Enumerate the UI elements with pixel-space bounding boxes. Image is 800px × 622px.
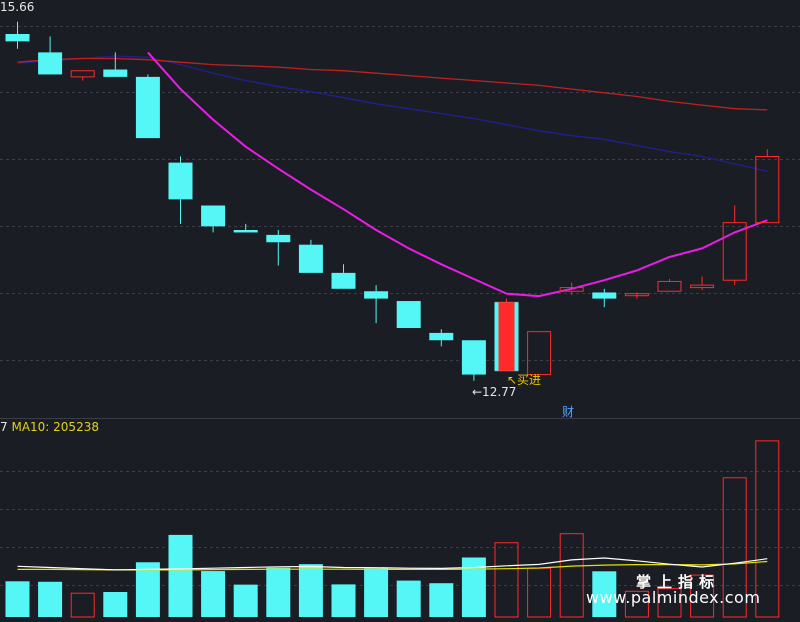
ma-short-line <box>147 51 768 298</box>
ma-long-line <box>17 55 768 172</box>
candle-5 <box>168 156 193 224</box>
candle-body-7 <box>233 230 258 233</box>
candle-4 <box>135 74 160 139</box>
candle-body-3 <box>103 69 128 77</box>
volume-bar-22 <box>722 477 747 618</box>
candle-10 <box>331 264 356 289</box>
candle-3 <box>103 52 128 77</box>
candle-body-21 <box>690 284 715 289</box>
volume-bar-11 <box>364 568 389 617</box>
candle-13 <box>429 329 454 347</box>
volume-bar-9 <box>298 564 323 617</box>
candle-12 <box>396 301 421 328</box>
candle-18 <box>592 288 617 308</box>
volume-ma-white-line <box>17 557 768 571</box>
volume-bar-5 <box>168 534 193 617</box>
volume-bar-14 <box>461 557 486 617</box>
candle-body-9 <box>298 244 323 273</box>
candle-body-13 <box>429 332 454 341</box>
candle-2 <box>70 70 95 81</box>
volume-bar-7 <box>233 584 258 617</box>
candle-16 <box>527 331 552 376</box>
volume-bar-1 <box>38 581 63 617</box>
candle-body-18 <box>592 292 617 299</box>
watermark-chinese: 掌上指标 <box>636 573 721 591</box>
volume-ma10-label: MA10: 205238 <box>11 420 99 434</box>
volume-bar-17 <box>559 533 584 618</box>
candle-0 <box>5 21 30 49</box>
candle-body-23 <box>755 156 780 224</box>
volume-legend: 7 MA10: 205238 <box>0 420 99 434</box>
candle-body-17 <box>559 287 584 292</box>
candle-body-19 <box>624 293 649 297</box>
candle-14 <box>461 340 486 381</box>
candle-17 <box>559 282 584 295</box>
volume-bar-10 <box>331 584 356 617</box>
volume-bar-3 <box>103 592 128 617</box>
candle-23 <box>755 149 780 224</box>
buy-signal-label: ↖买进 <box>507 373 542 387</box>
candle-body-6 <box>201 205 226 227</box>
gridlines <box>0 26 800 586</box>
candle-body-2 <box>70 70 95 78</box>
candle-6 <box>201 205 226 233</box>
candle-body-16 <box>527 331 552 376</box>
volume-bar-21 <box>690 574 715 618</box>
signal-candle-body <box>498 302 515 371</box>
candle-22 <box>722 205 747 286</box>
moving-averages <box>17 51 768 298</box>
candle-body-0 <box>5 34 30 42</box>
candle-11 <box>364 285 389 324</box>
candle-20 <box>657 279 682 292</box>
lowest-price-marker: ←12.77 <box>472 385 517 399</box>
volume-bar-4 <box>135 562 160 617</box>
volume-bar-19 <box>624 590 649 618</box>
volume-bar-16 <box>527 567 552 618</box>
candle-body-1 <box>38 52 63 75</box>
volume-bar-23 <box>755 440 780 618</box>
candle-19 <box>624 292 649 299</box>
candle-8 <box>266 230 291 266</box>
candle-body-20 <box>657 280 682 292</box>
candle-body-10 <box>331 272 356 289</box>
candle-body-8 <box>266 234 291 243</box>
candlesticks <box>5 21 780 381</box>
candle-1 <box>38 36 63 75</box>
volume-legend-cut: 7 <box>0 420 8 434</box>
volume-bar-8 <box>266 567 291 617</box>
watermark-url: www.palmindex.com <box>586 588 761 607</box>
candle-7 <box>233 223 258 233</box>
candle-9 <box>298 239 323 273</box>
candle-21 <box>690 276 715 291</box>
volume-moving-averages <box>17 557 768 571</box>
ma-mid-line <box>17 57 768 111</box>
candle-body-14 <box>461 340 486 375</box>
volume-bar-6 <box>201 571 226 617</box>
candle-body-11 <box>364 291 389 299</box>
price-high-label: 15.66 <box>0 0 35 14</box>
finance-badge[interactable]: 财 <box>562 405 575 419</box>
volume-bar-20 <box>657 588 682 618</box>
volume-bar-2 <box>70 592 95 618</box>
candle-body-4 <box>135 76 160 139</box>
candle-body-22 <box>722 222 747 281</box>
volume-bar-0 <box>5 581 30 617</box>
volume-bar-18 <box>592 571 617 617</box>
volume-bar-15 <box>494 542 519 618</box>
volume-bar-12 <box>396 580 421 617</box>
candle-body-12 <box>396 301 421 328</box>
volume-bar-13 <box>429 583 454 617</box>
candle-body-5 <box>168 162 193 200</box>
